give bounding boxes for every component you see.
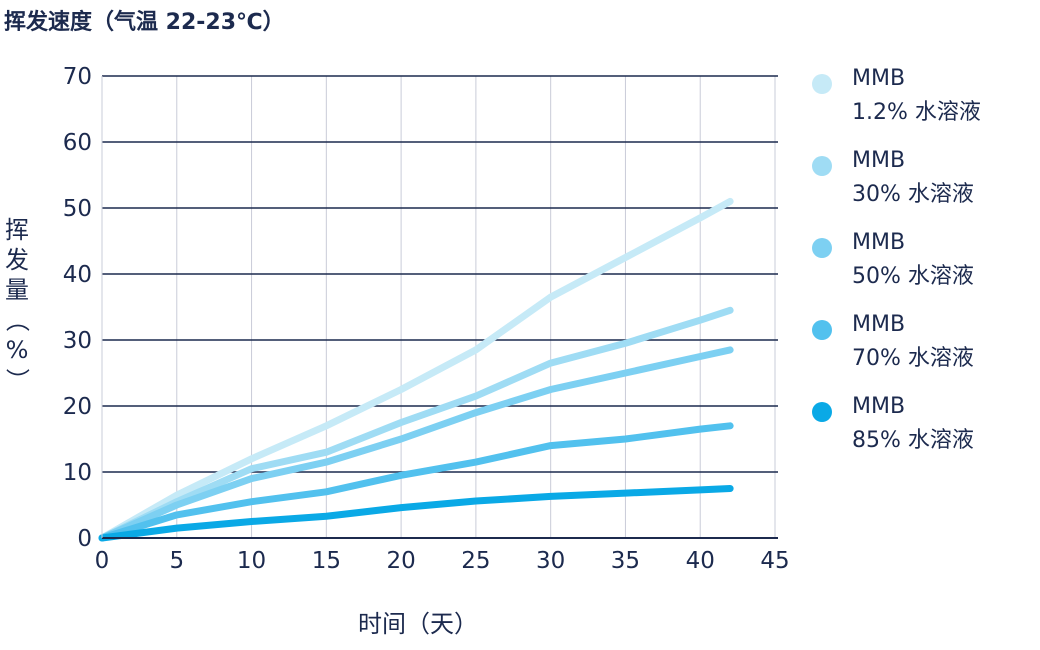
y-tick-label: 0 — [77, 526, 92, 552]
legend-marker — [812, 238, 832, 258]
y-axis-label-char: （ — [3, 308, 31, 332]
legend-item: MMB 1.2% 水溶液 — [812, 66, 1032, 132]
legend-label-line1: MMB — [852, 394, 906, 419]
y-axis-label-char: % — [5, 336, 29, 364]
legend-label-line2: 1.2% 水溶液 — [852, 100, 981, 125]
legend-marker — [812, 320, 832, 340]
x-tick-label: 25 — [461, 548, 490, 574]
y-tick-labels: 0 10 20 30 40 50 60 70 — [63, 64, 92, 552]
series-lines — [98, 197, 734, 542]
x-tick-label: 40 — [686, 548, 715, 574]
y-tick-label: 70 — [63, 64, 92, 90]
series-line-3 — [98, 346, 734, 542]
legend-marker — [812, 402, 832, 422]
series-line-2 — [98, 306, 734, 542]
chart-title: 挥发速度（气温 22-23℃） — [4, 10, 285, 35]
x-tick-label: 5 — [169, 548, 184, 574]
x-tick-label: 0 — [95, 548, 110, 574]
legend-label-line2: 30% 水溶液 — [852, 182, 974, 207]
y-tick-label: 30 — [63, 328, 92, 354]
legend-marker — [812, 74, 832, 94]
legend-label-line2: 85% 水溶液 — [852, 428, 974, 453]
x-axis-label: 时间（天） — [358, 610, 478, 638]
legend-label-line1: MMB — [852, 66, 906, 91]
y-axis-label: 挥发量 （% ） — [2, 215, 32, 395]
legend-item: MMB 85% 水溶液 — [812, 394, 1032, 460]
legend-item: MMB 50% 水溶液 — [812, 230, 1032, 296]
x-tick-label: 20 — [386, 548, 415, 574]
legend-label-line2: 50% 水溶液 — [852, 264, 974, 289]
legend-item: MMB 70% 水溶液 — [812, 312, 1032, 378]
series-line-5 — [98, 485, 734, 542]
horizontal-gridlines — [102, 75, 778, 473]
y-axis-label-char: 发 — [5, 246, 29, 274]
x-tick-label: 30 — [536, 548, 565, 574]
axes — [101, 76, 778, 539]
x-tick-label: 35 — [611, 548, 640, 574]
y-tick-label: 50 — [63, 196, 92, 222]
legend-label-line2: 70% 水溶液 — [852, 346, 974, 371]
vertical-gridlines — [176, 76, 776, 538]
x-tick-label: 15 — [312, 548, 341, 574]
legend-marker — [812, 156, 832, 176]
x-tick-labels: 0 5 10 15 20 25 30 35 40 45 — [95, 548, 790, 574]
legend-label-line1: MMB — [852, 148, 906, 173]
y-axis-label-char: 挥 — [5, 216, 29, 244]
legend-label-line1: MMB — [852, 230, 906, 255]
legend-item: MMB 30% 水溶液 — [812, 148, 1032, 214]
series-line-1 — [98, 197, 734, 542]
y-tick-label: 60 — [63, 130, 92, 156]
y-tick-label: 20 — [63, 394, 92, 420]
x-tick-label: 45 — [760, 548, 789, 574]
legend-label-line1: MMB — [852, 312, 906, 337]
y-axis-label-char: 量 — [5, 276, 29, 304]
x-tick-label: 10 — [237, 548, 266, 574]
series-line-4 — [98, 422, 734, 542]
y-axis-label-char: ） — [3, 368, 31, 392]
y-tick-label: 40 — [63, 262, 92, 288]
y-tick-label: 10 — [63, 460, 92, 486]
